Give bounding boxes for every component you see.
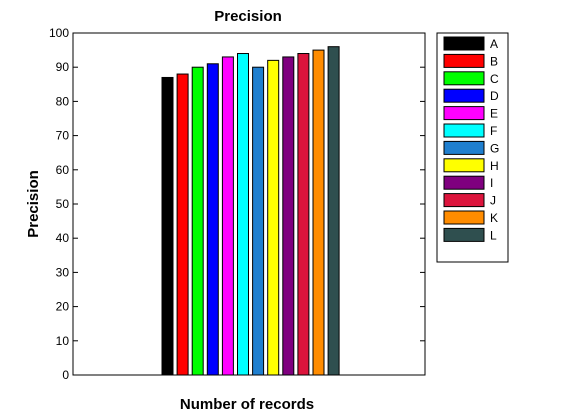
legend-swatch-b [443, 53, 485, 68]
legend-swatch-h [443, 158, 485, 173]
legend-swatch-l [443, 227, 485, 242]
y-tick-label: 10 [56, 334, 70, 348]
legend-swatch-j [443, 193, 485, 208]
bar-g [252, 66, 265, 376]
y-tick-label: 0 [62, 368, 69, 382]
y-tick-label: 50 [56, 197, 70, 211]
y-tick-label: 70 [56, 129, 70, 143]
legend-label-c: C [490, 72, 499, 86]
legend-label-e: E [490, 107, 498, 121]
bar-l [327, 46, 340, 376]
bar-a [161, 76, 174, 376]
legend-swatch-a [443, 36, 485, 51]
legend-label-b: B [490, 54, 498, 68]
y-tick-label: 30 [56, 265, 70, 279]
chart-title: Precision [214, 8, 282, 25]
x-axis-label: Number of records [180, 396, 314, 413]
y-tick-label: 100 [49, 26, 69, 40]
legend-label-j: J [490, 194, 496, 208]
legend-label-k: K [490, 211, 498, 225]
legend-swatch-f [443, 123, 485, 138]
y-tick-label: 60 [56, 163, 70, 177]
bar-f [237, 53, 249, 376]
legend-label-a: A [490, 37, 498, 51]
legend-label-l: L [490, 228, 497, 242]
bar-c [191, 66, 204, 376]
legend-label-i: I [490, 176, 493, 190]
y-tick-label: 20 [56, 300, 70, 314]
legend-label-h: H [490, 159, 499, 173]
legend-label-f: F [490, 124, 497, 138]
y-tick-label: 90 [56, 60, 70, 74]
y-axis-label: Precision [25, 170, 42, 238]
bar-e [221, 56, 234, 376]
y-tick-label: 40 [56, 231, 70, 245]
y-axis: 0 10 20 30 40 50 60 70 80 90 100 [49, 26, 425, 382]
bars-group [161, 46, 340, 376]
bar-b [176, 73, 189, 376]
legend-swatch-d [443, 88, 485, 103]
legend-swatch-k [443, 210, 485, 225]
bar-j [297, 53, 310, 376]
legend-swatch-g [443, 140, 485, 155]
legend-label-d: D [490, 89, 499, 103]
bar-k [312, 49, 325, 376]
bar-d [206, 63, 219, 376]
bar-h [267, 59, 280, 376]
legend-label-g: G [490, 141, 499, 155]
legend-swatch-c [443, 71, 485, 86]
bar-i [282, 56, 295, 376]
legend-swatch-i [443, 175, 485, 190]
legend-swatch-e [443, 106, 485, 121]
y-tick-label: 80 [56, 94, 70, 108]
